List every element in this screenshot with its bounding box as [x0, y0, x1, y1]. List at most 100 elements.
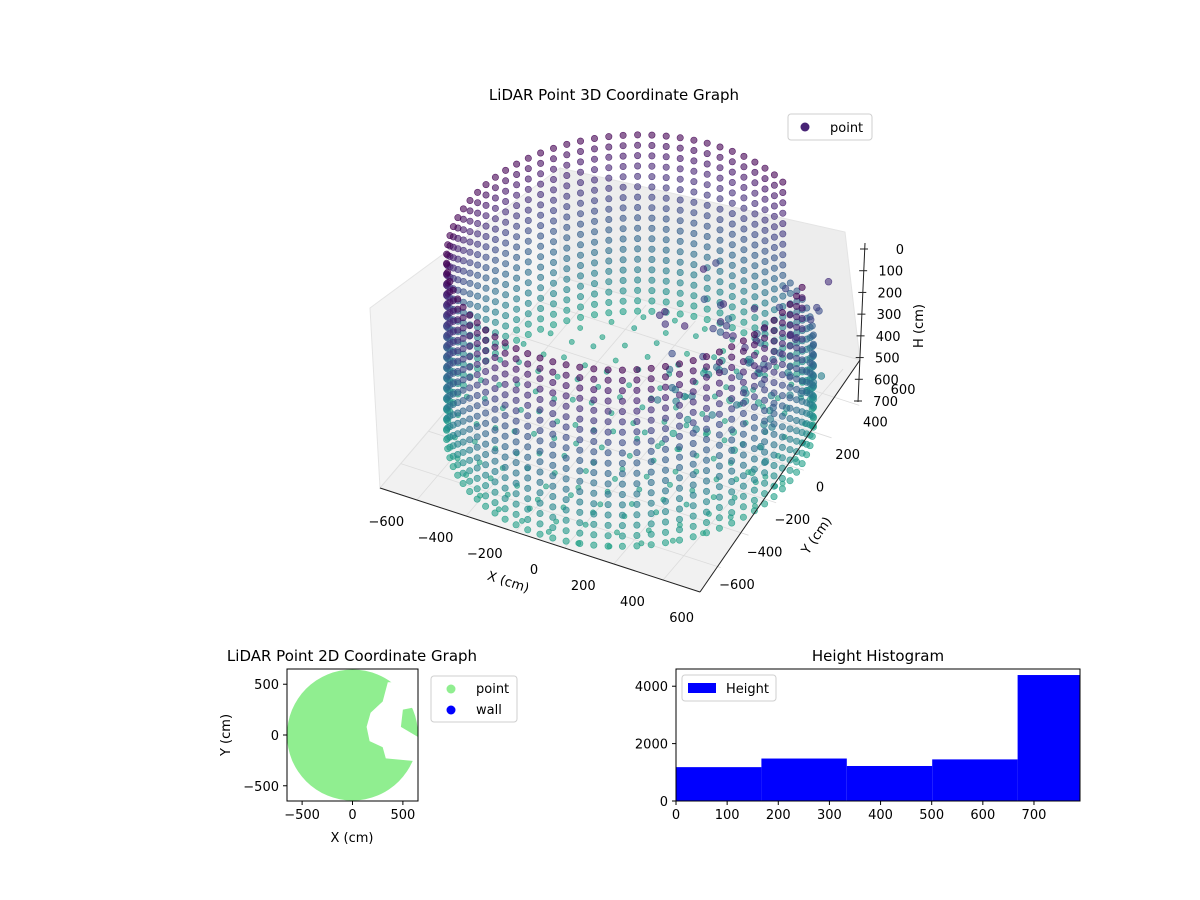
- plot3d-point: [605, 236, 613, 244]
- plot3d-point: [590, 135, 598, 143]
- plot3d-point: [806, 359, 814, 367]
- plot3d-point: [728, 457, 736, 465]
- plot3d-point: [770, 171, 778, 179]
- histogram-ytick-label: 2000: [635, 738, 668, 753]
- plot3d-point: [633, 417, 641, 425]
- plot3d-point: [553, 518, 560, 525]
- plot3d-point: [549, 482, 557, 490]
- plot3d-point: [619, 287, 627, 295]
- plot3d-point: [501, 505, 509, 513]
- plot3d-point: [466, 311, 474, 319]
- plot3d-point: [778, 485, 786, 493]
- plot3d-point: [657, 385, 664, 391]
- plot3d-point: [675, 474, 683, 482]
- plot3d-point: [474, 230, 482, 238]
- plot3d-point: [466, 456, 474, 464]
- plot3d-point: [716, 174, 724, 182]
- plot3d-gridline: [483, 365, 804, 471]
- plot3d-point: [644, 353, 651, 360]
- plot3d-point: [634, 255, 642, 263]
- histogram-legend: Height: [681, 674, 777, 702]
- plot3d-point: [633, 500, 641, 508]
- plot3d-point: [689, 398, 697, 406]
- plot3d-point: [501, 401, 509, 409]
- plot3d-point: [793, 344, 801, 352]
- plot3d-point: [618, 366, 626, 374]
- plot3d-point: [537, 294, 545, 302]
- plot3d-point: [549, 227, 557, 235]
- plot3d-point: [501, 380, 509, 388]
- plot3d-point: [524, 185, 532, 193]
- plot3d-point: [793, 427, 801, 435]
- plot3d-point: [459, 417, 467, 425]
- plot2d: LiDAR Point 2D Coordinate Graph −500 0 500…: [219, 647, 518, 846]
- plot3d-point: [562, 537, 570, 545]
- plot3d-point: [662, 330, 669, 336]
- plot3d-point: [536, 530, 544, 538]
- plot3d-point: [590, 238, 598, 246]
- plot3d-point: [604, 418, 612, 426]
- plot3d-point: [728, 303, 736, 311]
- plot3d-point: [761, 438, 769, 446]
- plot3d-point: [590, 427, 598, 435]
- plot3d-point: [474, 302, 482, 310]
- plot3d-point: [576, 436, 584, 444]
- plot3d-point: [501, 515, 509, 523]
- plot3d-point: [648, 142, 656, 150]
- plot3d-point: [778, 454, 786, 462]
- plot3d-point: [605, 267, 613, 275]
- plot3d-point: [702, 487, 710, 495]
- plot3d-point: [562, 382, 570, 390]
- plot3d-point: [793, 323, 801, 331]
- plot3d-point: [619, 297, 627, 305]
- plot3d-point: [590, 269, 598, 277]
- plot3d-point: [466, 290, 474, 298]
- plot3d-point: [562, 506, 570, 514]
- plot3d-point: [806, 316, 815, 324]
- plot3d-point: [576, 415, 584, 423]
- plot3d-point: [633, 521, 641, 529]
- plot3d-point: [545, 528, 552, 535]
- plot3d-point: [491, 246, 499, 254]
- plot3d-point: [473, 454, 481, 462]
- plot3d-point: [715, 389, 723, 397]
- plot3d-point: [563, 172, 571, 180]
- plot3d-point: [604, 449, 612, 457]
- plot3d-point: [619, 214, 627, 222]
- plot3d-point: [715, 410, 723, 418]
- plot3d-point: [676, 300, 684, 308]
- plot3d-point: [536, 478, 544, 486]
- plot3d-point: [466, 248, 474, 256]
- plot3d-point: [604, 376, 612, 384]
- plot3d-point: [459, 355, 467, 363]
- plot3d-point: [524, 330, 532, 338]
- histogram-bar: [761, 758, 847, 801]
- plot2d-legend-point-label: point: [476, 682, 509, 697]
- plot3d-point: [675, 505, 683, 513]
- plot3d-point: [590, 343, 597, 350]
- plot3d-point: [604, 521, 612, 529]
- plot3d-point: [676, 206, 684, 214]
- plot3d-point: [576, 446, 584, 454]
- plot3d-xtick-label: 400: [620, 595, 645, 610]
- plot3d-point: [604, 490, 612, 498]
- plot3d-point: [770, 389, 778, 397]
- plot3d-point: [562, 361, 570, 369]
- plot3d-point: [690, 261, 698, 269]
- plot3d-point: [474, 240, 482, 248]
- plot3d-point: [473, 381, 481, 389]
- plot3d-point: [501, 474, 509, 482]
- plot3d-point: [728, 488, 736, 496]
- plot3d-point: [761, 469, 769, 477]
- histogram-bar: [932, 759, 1018, 801]
- plot3d-point: [619, 276, 627, 284]
- plot3d-point: [537, 201, 545, 209]
- plot3d-point: [779, 261, 787, 269]
- plot3d-point: [590, 500, 598, 508]
- plot3d-point: [750, 465, 758, 473]
- plot3d-point: [590, 469, 598, 477]
- plot3d-point: [491, 436, 499, 444]
- plot3d-point: [576, 384, 584, 392]
- plot3d-point: [647, 468, 655, 476]
- plot3d-point: [474, 271, 482, 279]
